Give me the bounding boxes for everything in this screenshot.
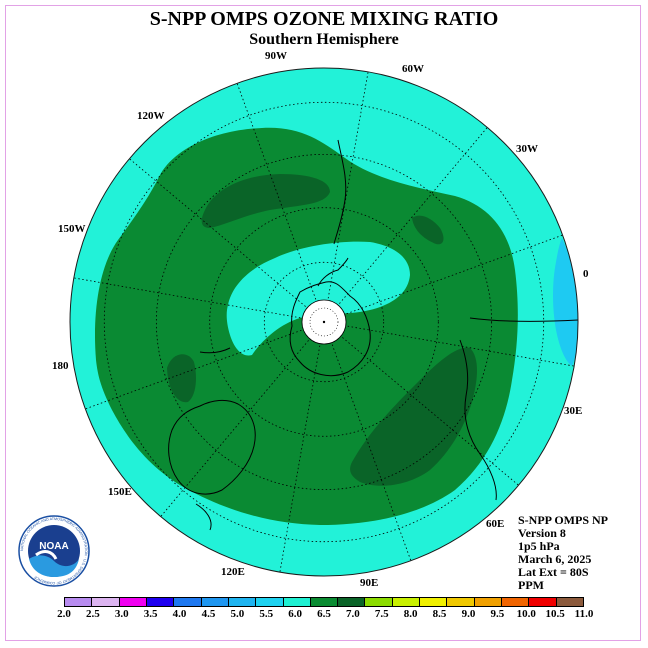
pole-circle	[309, 307, 339, 337]
colorbar-tick-label: 2.5	[86, 608, 100, 620]
noaa-logo-text: NOAA	[39, 541, 68, 552]
longitude-label: 150E	[108, 486, 132, 498]
plot-frame	[5, 5, 641, 641]
info-product: S-NPP OMPS NP	[518, 513, 608, 527]
colorbar-segment	[529, 598, 557, 606]
colorbar-segment	[447, 598, 475, 606]
longitude-label: 90W	[265, 50, 287, 62]
colorbar-tick-label: 5.0	[230, 608, 245, 620]
longitude-label: 0	[583, 268, 589, 280]
ozone-6-5-7-0-region	[350, 347, 477, 486]
colorbar-tick-label: 2.0	[57, 608, 71, 620]
info-box: S-NPP OMPS NP Version 8 1p5 hPa March 6,…	[518, 514, 608, 592]
longitude-label: 150W	[58, 223, 86, 235]
colorbar-segment	[146, 598, 175, 606]
colorbar-tick-label: 7.0	[346, 608, 360, 620]
map-boundary	[69, 67, 579, 577]
colorbar-segment	[365, 598, 393, 606]
colorbar-tick-label: 6.5	[317, 608, 331, 620]
colorbar-tick-label: 4.0	[172, 608, 187, 620]
colorbar-tick-label: 9.5	[490, 608, 505, 620]
colorbar-tick-label: 8.5	[432, 608, 447, 620]
info-lat-ext: Lat Ext = 80S	[518, 565, 589, 579]
colorbar-segment	[283, 598, 311, 606]
colorbar-segment	[119, 598, 147, 606]
longitude-label: 30E	[564, 405, 583, 417]
colorbar-segment	[174, 598, 202, 606]
colorbar-segment	[92, 598, 120, 606]
colorbar	[64, 597, 584, 607]
info-date: March 6, 2025	[518, 552, 592, 566]
colorbar-tick-label: 5.5	[259, 608, 274, 620]
longitude-label: 60E	[486, 518, 505, 530]
colorbar-segment	[502, 598, 530, 606]
latitude-circle	[103, 101, 545, 543]
info-pressure: 1p5 hPa	[518, 539, 560, 553]
colorbar-tick-label: 10.5	[545, 608, 565, 620]
longitude-label: 60W	[402, 63, 424, 75]
colorbar-ticks: 2.0 2.5 3.0 3.5 4.0 4.5 5.0 5.5 6.0 6.5 7.0 7.5 8.0 8…	[57, 608, 593, 622]
colorbar-tick-label: 7.5	[374, 608, 389, 620]
colorbar-tick-label: 6.0	[288, 608, 302, 620]
latitude-circle	[155, 153, 493, 491]
colorbar-segment	[65, 598, 93, 606]
latitude-circle	[209, 207, 439, 437]
colorbar-tick-label: 10.0	[516, 608, 536, 620]
colorbar-tick-label: 11.0	[574, 608, 594, 620]
latitude-circle	[263, 261, 385, 383]
longitude-label: 180	[52, 360, 69, 372]
colorbar-segment	[338, 598, 366, 606]
ozone-6-5-7-0-region	[167, 354, 196, 403]
colorbar-segment	[201, 598, 229, 606]
colorbar-tick-label: 8.0	[403, 608, 418, 620]
longitude-label: 90E	[360, 577, 379, 589]
ozone-6-5-7-0-region	[201, 174, 330, 228]
graticule	[73, 71, 575, 573]
colorbar-segment	[228, 598, 257, 606]
ozone-6-5-7-0-region	[412, 215, 444, 245]
colorbar-tick-label: 9.0	[461, 608, 476, 620]
colorbar-segment	[420, 598, 448, 606]
colorbar-tick-label: 3.5	[143, 608, 158, 620]
colorbar-segment	[310, 598, 339, 606]
info-version: Version 8	[518, 526, 566, 540]
page-title: S-NPP OMPS OZONE MIXING RATIO	[149, 8, 499, 30]
colorbar-segment	[392, 598, 421, 606]
coastlines	[168, 139, 578, 531]
pole-dot	[322, 320, 326, 324]
noaa-logo: NOAA NATIONAL OCEANIC AND ATMOSPHERIC AD…	[18, 515, 90, 587]
colorbar-segment	[556, 598, 583, 606]
longitude-label: 120W	[137, 110, 165, 122]
colorbar-tick-label: 4.5	[201, 608, 216, 620]
info-units: PPM	[518, 578, 544, 592]
longitude-label: 120E	[221, 566, 245, 578]
page-subtitle: Southern Hemisphere	[249, 31, 399, 48]
longitude-label: 30W	[516, 143, 538, 155]
colorbar-segment	[474, 598, 502, 606]
map-disk	[70, 68, 578, 576]
colorbar-tick-label: 3.0	[114, 608, 129, 620]
colorbar-segment	[256, 598, 284, 606]
